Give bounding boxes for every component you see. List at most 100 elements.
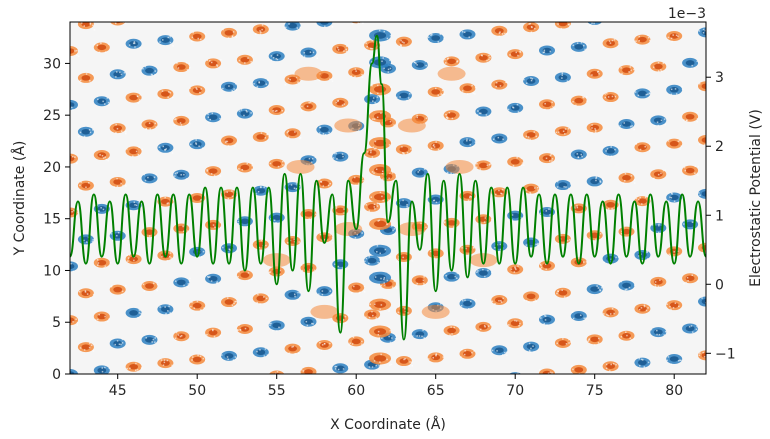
atom-orange [348, 282, 366, 294]
atom-orange [141, 281, 159, 292]
atom-orange [284, 235, 301, 246]
atom-orange [586, 68, 603, 81]
atom-orange [348, 67, 365, 79]
atom-orange [586, 122, 603, 134]
atom-blue [300, 316, 317, 329]
atom-orange [300, 366, 317, 374]
atom-blue [682, 57, 700, 70]
atom-orange [427, 352, 445, 363]
atom-blue [157, 142, 174, 154]
atom-orange [205, 58, 222, 69]
atom-blue [173, 8, 189, 19]
atom-blue [650, 327, 667, 338]
atom-blue [539, 314, 555, 326]
atom-blue [618, 280, 636, 292]
atom-orange [369, 164, 392, 177]
atom-orange [77, 342, 95, 353]
atom-blue [634, 88, 651, 99]
atom-orange [205, 166, 222, 177]
atom-orange [369, 110, 392, 123]
atom-blue [316, 124, 333, 136]
atom-orange [443, 325, 460, 337]
atom-blue [459, 137, 477, 148]
atom-blue [570, 149, 588, 160]
atom-orange [173, 115, 191, 126]
atom-blue [70, 261, 79, 273]
atom-blue [316, 286, 334, 297]
atom-orange [316, 178, 333, 189]
atom-orange [618, 226, 635, 237]
atom-orange [70, 315, 79, 326]
atom-blue [369, 244, 392, 259]
atom-blue [284, 289, 301, 302]
atom-orange [507, 156, 525, 167]
y-tick-label: 0 [52, 367, 61, 383]
atom-blue [586, 284, 604, 295]
atom-orange [189, 354, 207, 365]
atom-orange [173, 62, 191, 73]
atom-orange [348, 336, 365, 347]
atom-orange [570, 203, 587, 214]
atom-orange [666, 30, 683, 43]
atom-orange [300, 101, 317, 113]
x-axis-label: X Coordinate (Å) [330, 416, 446, 433]
atom-blue [109, 338, 126, 349]
atom-blue [157, 304, 174, 315]
atom-blue [427, 194, 445, 206]
atom-orange [475, 321, 492, 333]
atom-orange [252, 293, 270, 305]
atom-diffuse [286, 159, 315, 174]
y-tick-label: 25 [43, 108, 61, 124]
atom-orange [395, 36, 412, 47]
y2-offset-label: 1e−3 [668, 6, 706, 22]
atom-blue [427, 33, 445, 44]
atom-orange [268, 158, 286, 171]
atom-blue [77, 234, 94, 245]
atom-orange [443, 110, 460, 121]
plot-frame [69, 21, 707, 375]
atom-orange [698, 350, 706, 361]
atom-diffuse [469, 253, 498, 268]
atom-blue [459, 29, 477, 41]
atom-orange [666, 138, 683, 150]
atom-blue [109, 69, 126, 80]
atom-orange [554, 22, 571, 30]
atom-blue [93, 96, 110, 107]
atom-orange [427, 86, 445, 97]
atom-density-layer [70, 8, 706, 374]
atom-orange [77, 180, 96, 192]
atom-blue [221, 81, 238, 92]
atom-blue [475, 106, 492, 119]
atom-orange [125, 254, 142, 265]
atom-orange [70, 153, 78, 165]
atom-orange [364, 201, 381, 212]
atom-orange [459, 348, 476, 359]
atom-blue [459, 298, 477, 310]
atom-blue [634, 357, 651, 368]
atom-orange [554, 126, 571, 137]
atom-orange [284, 343, 302, 355]
atom-orange [93, 42, 110, 54]
y2-tick-label: 0 [715, 277, 724, 293]
atom-orange [70, 45, 80, 58]
atom-orange [475, 52, 492, 63]
atom-blue [507, 102, 524, 113]
atom-orange [507, 318, 525, 329]
x-tick-label: 45 [109, 383, 127, 399]
atom-orange [157, 196, 175, 208]
x-tick-label: 75 [586, 383, 604, 399]
atom-orange [459, 83, 477, 95]
atom-orange [650, 61, 667, 72]
atom-orange [221, 135, 237, 147]
atom-orange [507, 264, 524, 275]
atom-blue [300, 47, 318, 59]
y2-tick-label: −1 [715, 346, 736, 362]
atom-blue [682, 323, 699, 334]
atom-orange [252, 131, 271, 142]
atom-diffuse [334, 118, 363, 133]
atom-orange [554, 337, 572, 348]
atom-orange [369, 325, 392, 339]
atom-orange [698, 135, 706, 146]
y-tick-label: 20 [43, 160, 61, 176]
atom-blue [618, 118, 635, 131]
